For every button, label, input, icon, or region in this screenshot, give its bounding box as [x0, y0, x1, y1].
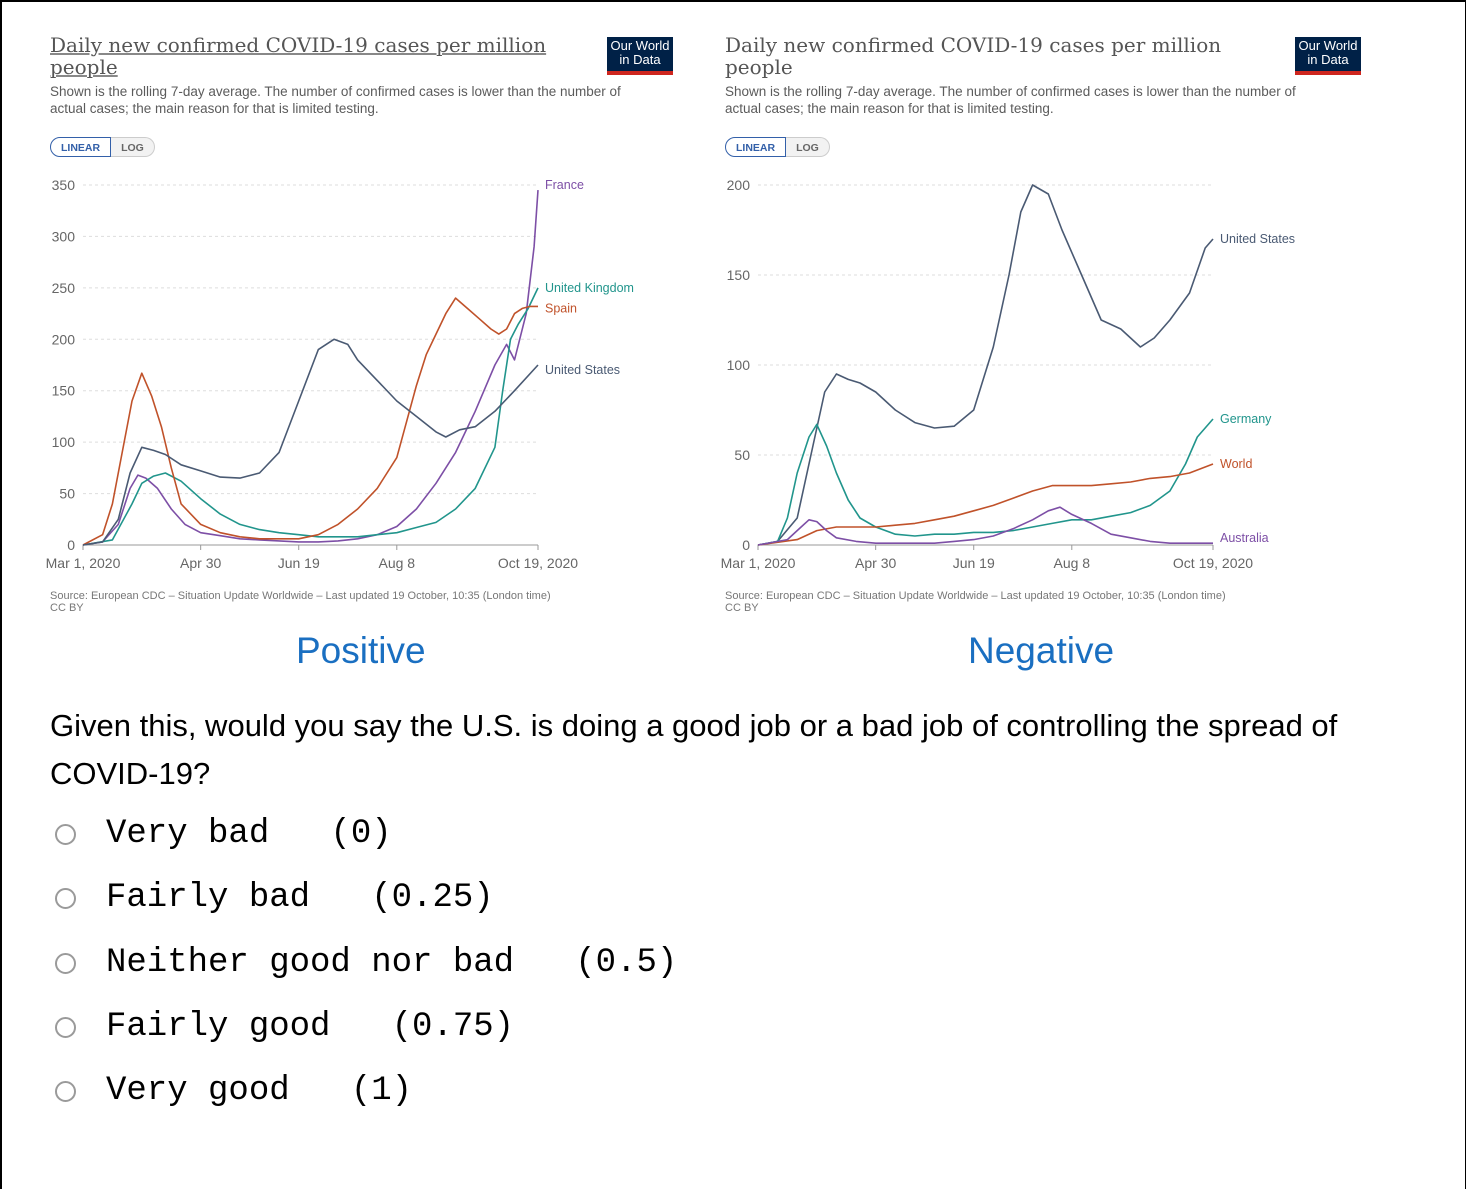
survey-question: Given this, would you say the U.S. is do… — [50, 708, 1338, 791]
line-chart-negative: 0 50 100 150 200 Mar 1, 2020 Apr 30 Jun 19 Aug 8… — [721, 177, 1295, 571]
option-label: Very good (1) — [106, 1072, 413, 1110]
verdict-positive: Positive — [296, 630, 426, 671]
source-text: Source: European CDC – Situation Update … — [50, 590, 551, 602]
y-tick-label: 0 — [67, 537, 75, 553]
series-line-france[interactable] — [82, 190, 539, 546]
log-toggle-button[interactable]: LOG — [786, 137, 830, 157]
scale-toggle: LINEAR LOG — [50, 137, 155, 157]
x-tick-label: Aug 8 — [1053, 555, 1090, 571]
option-very-bad[interactable]: Very bad (0) — [55, 808, 755, 860]
log-toggle-button[interactable]: LOG — [111, 137, 155, 157]
chart-subtitle: Shown is the rolling 7-day average. The … — [725, 84, 1296, 116]
series-label: United Kingdom — [545, 281, 634, 295]
radio-button[interactable] — [55, 952, 76, 974]
y-tick-label: 200 — [727, 177, 751, 193]
option-fairly-good[interactable]: Fairly good (0.75) — [55, 1001, 755, 1053]
scale-toggle: LINEAR LOG — [725, 137, 830, 157]
option-label: Neither good nor bad (0.5) — [106, 944, 678, 982]
series-line-germany[interactable] — [757, 418, 1214, 546]
y-tick-label: 0 — [742, 537, 750, 553]
radio-button[interactable] — [55, 887, 76, 909]
y-tick-label: 250 — [52, 280, 76, 296]
series-label: Spain — [545, 301, 577, 315]
option-label: Fairly good (0.75) — [106, 1008, 515, 1046]
option-neither[interactable]: Neither good nor bad (0.5) — [55, 937, 755, 989]
x-tick-label: Oct 19, 2020 — [1173, 555, 1253, 571]
x-tick-label: Apr 30 — [180, 555, 221, 571]
radio-button[interactable] — [55, 1016, 76, 1038]
verdict-negative: Negative — [968, 630, 1115, 671]
x-tick-label: Apr 30 — [855, 555, 896, 571]
y-tick-label: 50 — [734, 447, 750, 463]
y-tick-label: 300 — [52, 228, 76, 244]
chart-source: Source: European CDC – Situation Update … — [725, 590, 1325, 614]
x-tick-label: Oct 19, 2020 — [498, 555, 578, 571]
option-label: Fairly bad (0.25) — [106, 879, 494, 917]
series-label: France — [545, 178, 584, 192]
license-text: CC BY — [725, 602, 759, 614]
option-very-good[interactable]: Very good (1) — [55, 1065, 755, 1117]
series-line-united-kingdom[interactable] — [82, 287, 539, 546]
option-fairly-bad[interactable]: Fairly bad (0.25) — [55, 872, 755, 924]
x-tick-label: Mar 1, 2020 — [721, 555, 796, 571]
chart-subtitle: Shown is the rolling 7-day average. The … — [50, 84, 621, 116]
x-tick-label: Jun 19 — [953, 555, 995, 571]
option-label: Very bad (0) — [106, 815, 392, 853]
y-tick-label: 150 — [52, 383, 76, 399]
radio-button[interactable] — [55, 1080, 76, 1102]
series-label: United States — [1220, 232, 1295, 246]
y-tick-label: 100 — [52, 434, 76, 450]
series-line-spain[interactable] — [82, 297, 538, 546]
x-tick-label: Aug 8 — [378, 555, 415, 571]
y-tick-label: 50 — [59, 486, 75, 502]
x-tick-label: Mar 1, 2020 — [46, 555, 121, 571]
chart-panel-positive: Daily new confirmed COVID-19 cases per m… — [46, 30, 673, 630]
chart-source: Source: European CDC – Situation Update … — [50, 590, 650, 614]
x-tick-label: Jun 19 — [278, 555, 320, 571]
series-label: United States — [545, 363, 620, 377]
series-line-australia[interactable] — [757, 506, 1213, 546]
series-label: Australia — [1220, 531, 1269, 545]
linear-toggle-button[interactable]: LINEAR — [725, 137, 787, 157]
chart-title[interactable]: Daily new confirmed COVID-19 cases per m… — [50, 33, 547, 79]
owid-logo: Our World in Data — [607, 37, 673, 75]
license-text: CC BY — [50, 602, 84, 614]
series-line-united-states[interactable] — [757, 184, 1214, 546]
linear-toggle-button[interactable]: LINEAR — [50, 137, 112, 157]
series-line-united-states[interactable] — [82, 338, 539, 546]
series-label: World — [1220, 457, 1252, 471]
y-tick-label: 350 — [52, 177, 76, 193]
series-line-world[interactable] — [757, 463, 1214, 546]
chart-panel-negative: Daily new confirmed COVID-19 cases per m… — [721, 30, 1361, 630]
y-tick-label: 100 — [727, 357, 751, 373]
owid-logo: Our World in Data — [1295, 37, 1361, 75]
series-label: Germany — [1220, 412, 1272, 426]
source-text: Source: European CDC – Situation Update … — [725, 590, 1226, 602]
chart-title[interactable]: Daily new confirmed COVID-19 cases per m… — [725, 33, 1222, 79]
y-tick-label: 200 — [52, 331, 76, 347]
line-chart-positive: 0 50 100 150 200 250 300 350 Mar 1, 2020 Apr 30 Ju… — [46, 177, 634, 571]
radio-button[interactable] — [55, 823, 76, 845]
y-tick-label: 150 — [727, 267, 751, 283]
